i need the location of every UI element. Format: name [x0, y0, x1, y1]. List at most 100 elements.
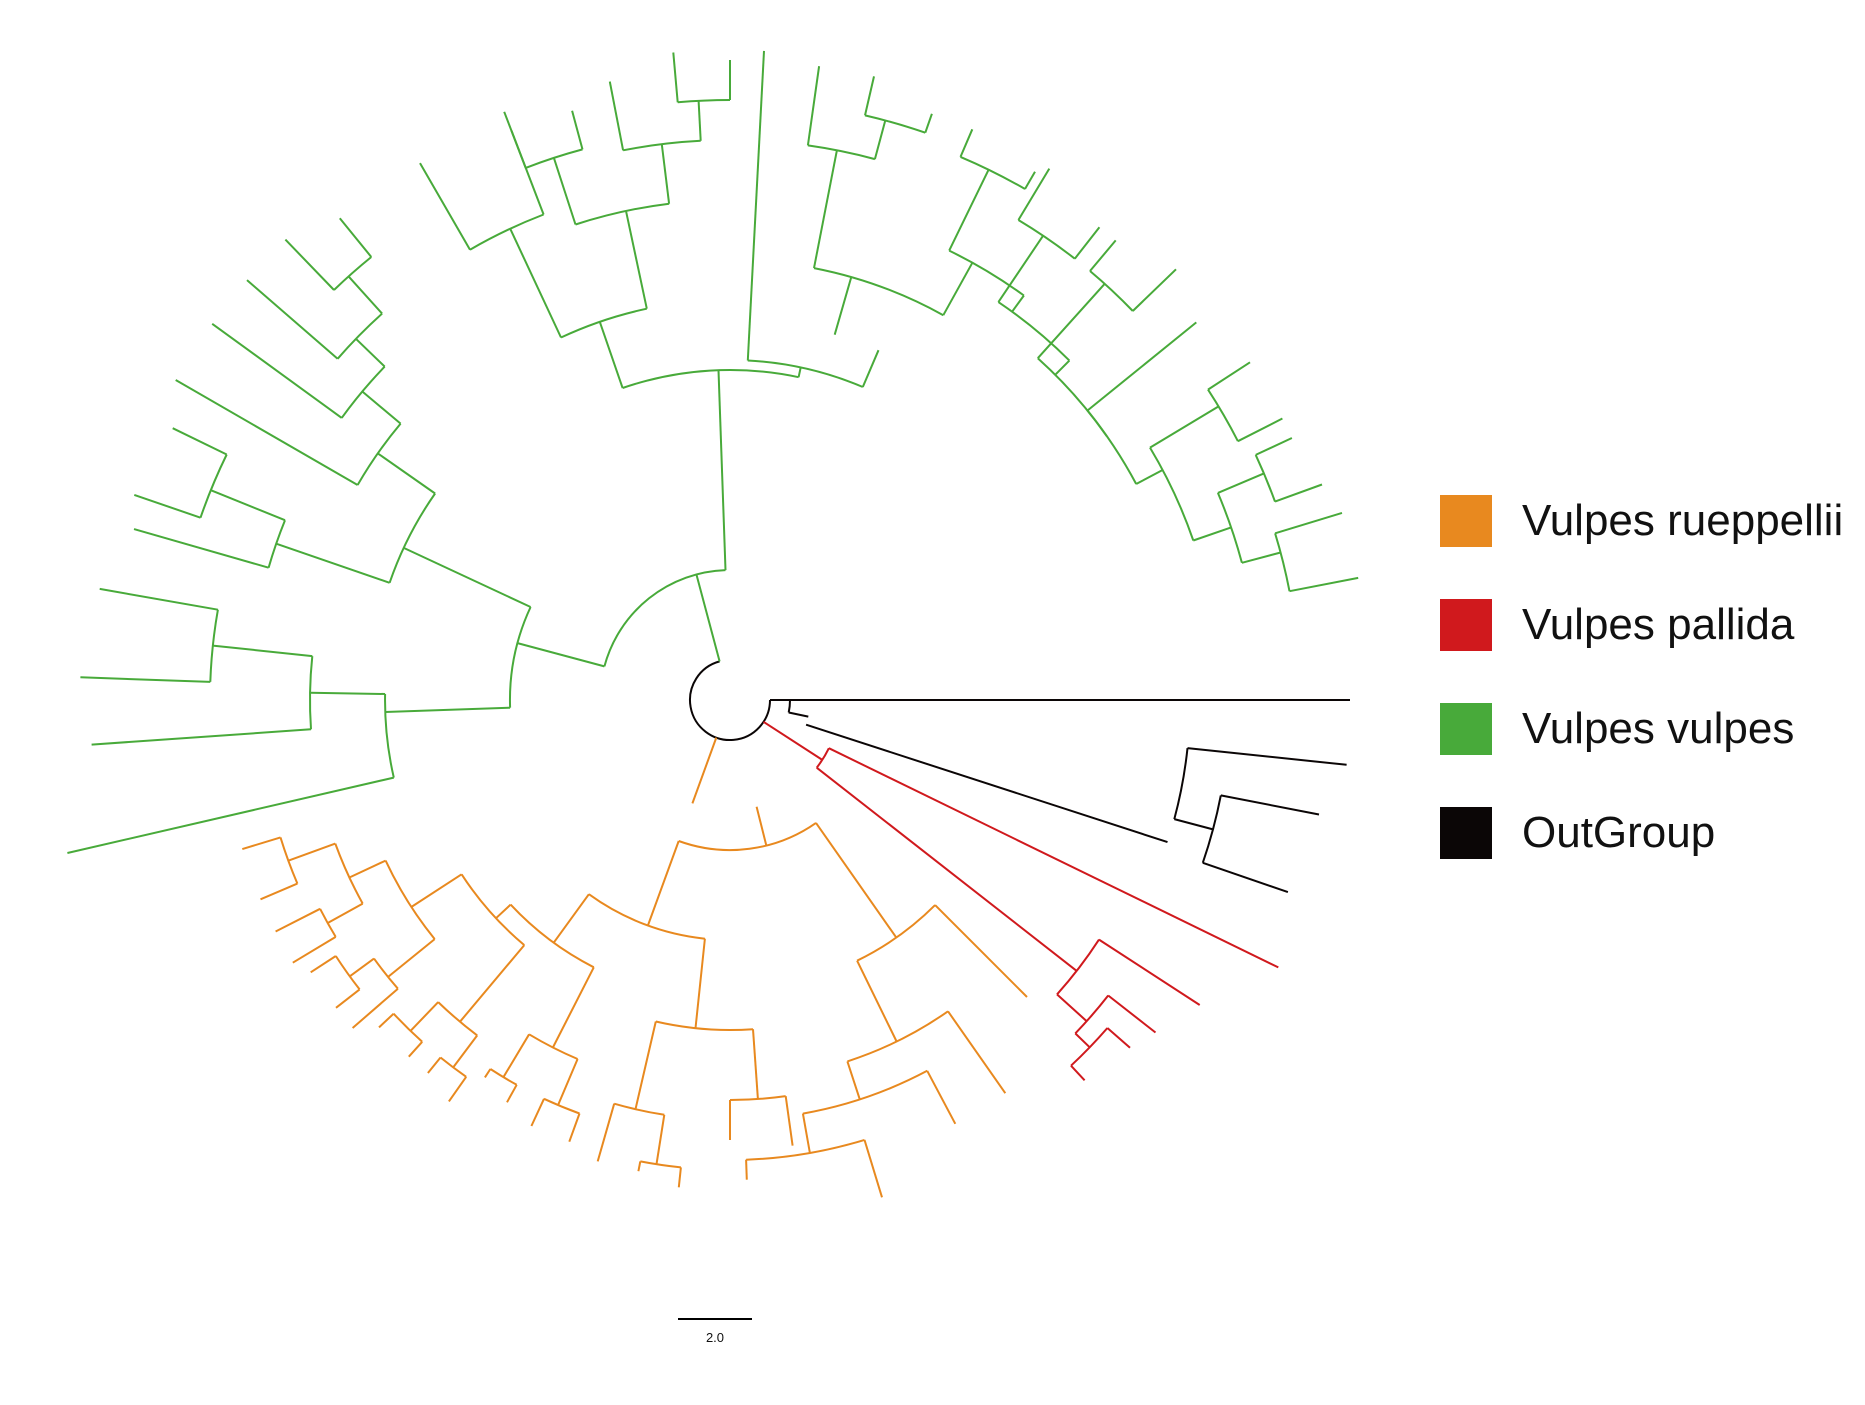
tree-branch — [856, 960, 898, 1042]
tree-branch — [133, 493, 201, 519]
tree-branch — [377, 452, 436, 495]
tree-branch — [571, 110, 584, 150]
tree-arc — [802, 1069, 928, 1115]
tree-branch — [846, 1061, 861, 1100]
tree-branch — [596, 1103, 616, 1162]
tree-branch — [552, 966, 595, 1048]
legend-item-outgroup: OutGroup — [1440, 807, 1843, 859]
tree-arc — [1149, 447, 1195, 541]
tree-arc — [1086, 409, 1138, 485]
legend-item-vulpes-vulpes: Vulpes vulpes — [1440, 703, 1843, 755]
tree-arc — [1274, 533, 1291, 592]
tree-branch — [351, 987, 399, 1029]
tree-branch — [419, 162, 471, 251]
tree-branch — [327, 902, 364, 924]
tree-branch — [275, 542, 390, 584]
tree-branch — [310, 691, 386, 695]
legend-item-vulpes-rueppellii: Vulpes rueppellii — [1440, 495, 1843, 547]
tree-branch — [1255, 437, 1293, 456]
tree-arc — [460, 873, 525, 946]
tree-branch — [67, 776, 395, 854]
tree-arc — [613, 1102, 665, 1116]
tree-branch — [598, 321, 624, 389]
tree-branch — [1107, 994, 1157, 1034]
tree-branch — [694, 938, 706, 1029]
tree-arc — [439, 1056, 467, 1078]
tree-branch — [608, 81, 625, 151]
tree-branch — [752, 1029, 759, 1100]
tree-arc — [489, 1068, 518, 1086]
tree-arc — [655, 1020, 754, 1031]
tree-arc — [1037, 357, 1108, 437]
tree-branch — [924, 113, 933, 134]
tree-branch — [310, 955, 337, 974]
tree-arc — [575, 202, 670, 226]
legend-swatch-outgroup — [1440, 807, 1492, 859]
tree-branch — [335, 988, 361, 1009]
tree-arc — [333, 256, 372, 291]
tree-branch — [347, 275, 383, 315]
tree-branch — [873, 120, 887, 160]
tree-arc — [640, 1160, 682, 1169]
tree-arc — [677, 99, 731, 104]
tree-arc — [279, 837, 299, 884]
tree-arc — [1216, 492, 1243, 564]
tree-branch — [557, 1058, 579, 1106]
tree-branch — [1237, 417, 1283, 443]
tree-branch — [495, 903, 512, 919]
tree-branch — [503, 111, 527, 169]
tree-branch — [99, 587, 219, 611]
tree-branch — [211, 322, 343, 419]
tree-branch — [1202, 861, 1289, 894]
tree-branch — [348, 859, 387, 879]
root-arc — [689, 660, 771, 742]
tree-branch — [646, 840, 680, 926]
tree-branch — [260, 882, 298, 901]
tree-arc — [747, 359, 864, 388]
tree-branch — [634, 1021, 657, 1110]
tree-branch — [509, 228, 562, 338]
tree-branch — [691, 737, 718, 804]
tree-branch — [959, 128, 974, 158]
tree-branch — [80, 676, 211, 683]
tree-branch — [133, 528, 269, 569]
tree-branch — [1220, 794, 1320, 816]
tree-arc — [1254, 454, 1276, 502]
tree-branch — [246, 279, 339, 360]
tree-branch — [452, 1034, 478, 1068]
tree-arc — [948, 249, 1025, 297]
tree-branch — [813, 150, 838, 269]
tree-branch — [275, 907, 321, 933]
tree-branch — [506, 1084, 518, 1103]
tree-branch — [697, 100, 702, 141]
tree-arc — [525, 148, 583, 169]
tree-branch — [568, 1113, 581, 1143]
tree-branch — [672, 52, 679, 103]
tree-branch — [806, 66, 821, 146]
tree-branch — [385, 706, 511, 713]
tree-branch — [1054, 359, 1071, 376]
tree-branch — [409, 1001, 439, 1032]
legend-swatch-vulpes-vulpes — [1440, 703, 1492, 755]
tree-branch — [1070, 1065, 1086, 1081]
tree-branch — [284, 238, 335, 291]
tree-branch — [1011, 294, 1025, 313]
tree-arc — [1017, 219, 1076, 260]
tree-arc — [373, 958, 399, 990]
tree-branch — [816, 766, 1078, 972]
tree-branch — [172, 427, 228, 456]
tree-branch — [717, 370, 727, 571]
tree-branch — [1132, 268, 1177, 312]
tree-branch — [864, 76, 875, 116]
legend-label-outgroup: OutGroup — [1522, 808, 1716, 857]
tree-arc — [319, 908, 337, 938]
tree-branch — [175, 379, 359, 486]
tree-branch — [637, 1161, 642, 1172]
tree-arc — [469, 213, 544, 251]
tree-branch — [1274, 483, 1323, 503]
tree-branch — [1098, 938, 1201, 1006]
tree-branch — [762, 720, 823, 761]
tree-branch — [1135, 469, 1164, 485]
tree-arc — [267, 519, 286, 568]
